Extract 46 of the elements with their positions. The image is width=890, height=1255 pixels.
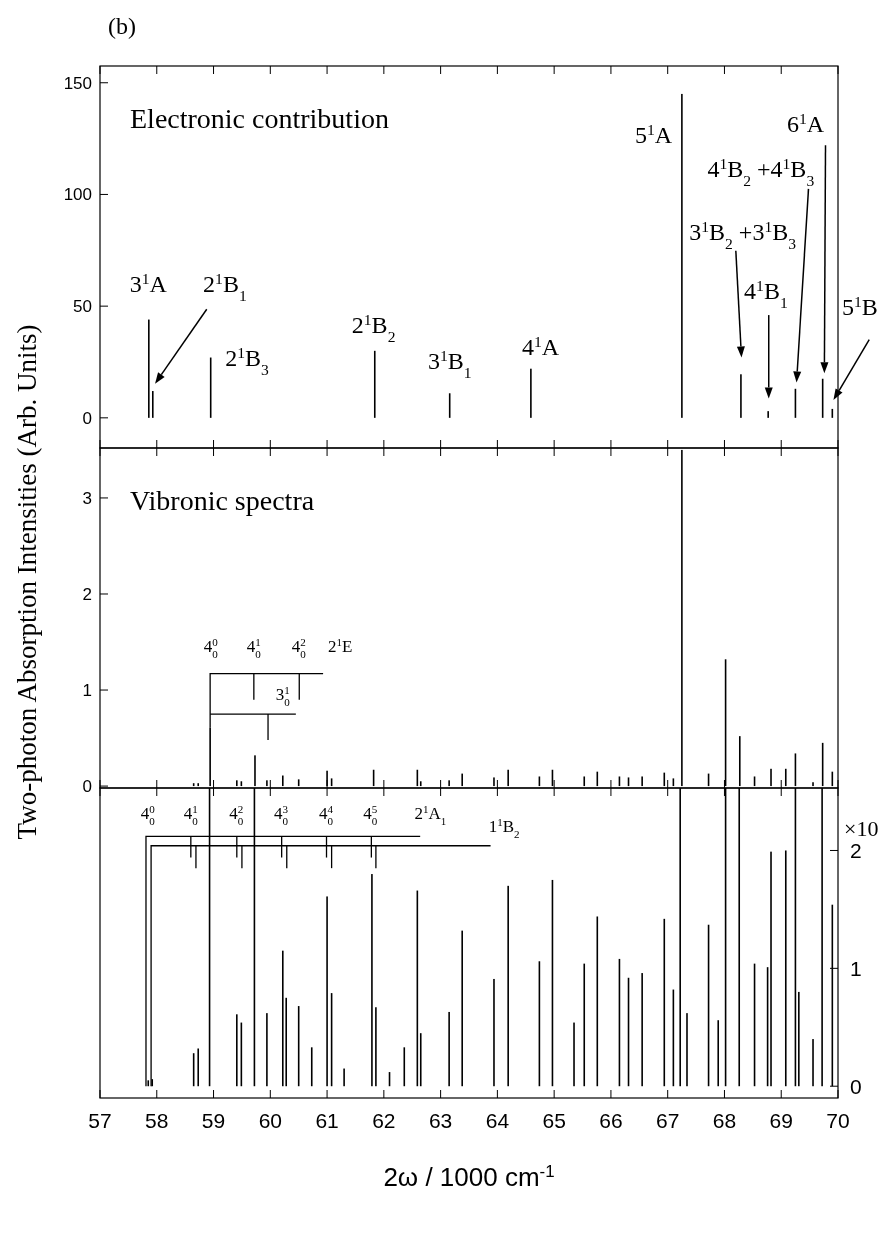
- x-tick-label: 57: [88, 1109, 112, 1132]
- text: Electronic contribution: [130, 103, 389, 134]
- x-tick-label: 62: [372, 1109, 396, 1132]
- y2-tick-label: 2: [850, 838, 862, 862]
- x-tick-label: 68: [712, 1109, 737, 1132]
- y-tick-label: 3: [82, 488, 92, 508]
- annotation: 1$^{1}$B$_{2}$: [488, 815, 520, 840]
- x-tick-label: 67: [656, 1109, 680, 1132]
- y-tick-label: 50: [73, 297, 92, 317]
- x-tick-label: 66: [599, 1109, 623, 1132]
- annotation: 5$^{1}$A: [634, 120, 673, 149]
- x-tick-label: 69: [769, 1109, 793, 1132]
- y2-tick-label: 0: [850, 1074, 862, 1098]
- annotation: 2$^{1}$B$_{1}$: [203, 269, 247, 304]
- text: Vibronic spectra: [130, 485, 315, 516]
- x-tick-label: 60: [258, 1109, 282, 1132]
- annotation: 2$^{1}$B$_{2}$: [351, 310, 396, 345]
- y-tick-label: 2: [82, 584, 92, 604]
- x-tick-label: 59: [201, 1109, 226, 1132]
- x-tick-label: 61: [315, 1109, 339, 1132]
- annotation: 2$^{1}$A$_{1}$: [414, 802, 447, 827]
- annotation: 4$^{1}$A: [521, 332, 560, 361]
- x-axis-title: 2ω / 1000 cm$^{-1}$: [383, 1161, 555, 1192]
- y2-tick-label: 1: [850, 956, 862, 980]
- y-tick-label: 100: [63, 185, 92, 205]
- x-tick-label: 63: [428, 1109, 453, 1132]
- x-tick-label: 65: [542, 1109, 566, 1132]
- y-tick-label: 0: [82, 777, 92, 797]
- y-axis-title: Two-photon Absorption Intensities (Arb. Units): [12, 324, 42, 840]
- text: 5$^{1}$B: [842, 292, 878, 321]
- y-tick-label: 150: [63, 73, 92, 93]
- annotation: 3$^{1}$A: [129, 269, 168, 297]
- x-tick-label: 70: [826, 1109, 850, 1132]
- y-tick-label: 0: [82, 408, 92, 428]
- annotation: 4$^{1}$B$_{1}$: [744, 276, 788, 311]
- y-tick-label: 1: [82, 680, 92, 700]
- x-tick-label: 58: [145, 1109, 169, 1132]
- x-tick-label: 64: [485, 1109, 510, 1132]
- text: (b): [108, 13, 136, 39]
- annotation: 2$^{1}$B$_{3}$: [225, 343, 270, 378]
- annotation: 6$^{1}$A: [787, 109, 825, 137]
- annotation: 3$^{1}$B$_{2}$ +3$^{1}$B$_{3}$: [689, 217, 797, 252]
- annotation: 3$^{1}$B$_{1}$: [427, 346, 472, 381]
- y2-axis-title: ×10: [844, 816, 879, 841]
- annotation: 2$^{1}$E: [327, 635, 353, 656]
- annotation: 4$^{1}$B$_{2}$ +4$^{1}$B$_{3}$: [707, 154, 815, 189]
